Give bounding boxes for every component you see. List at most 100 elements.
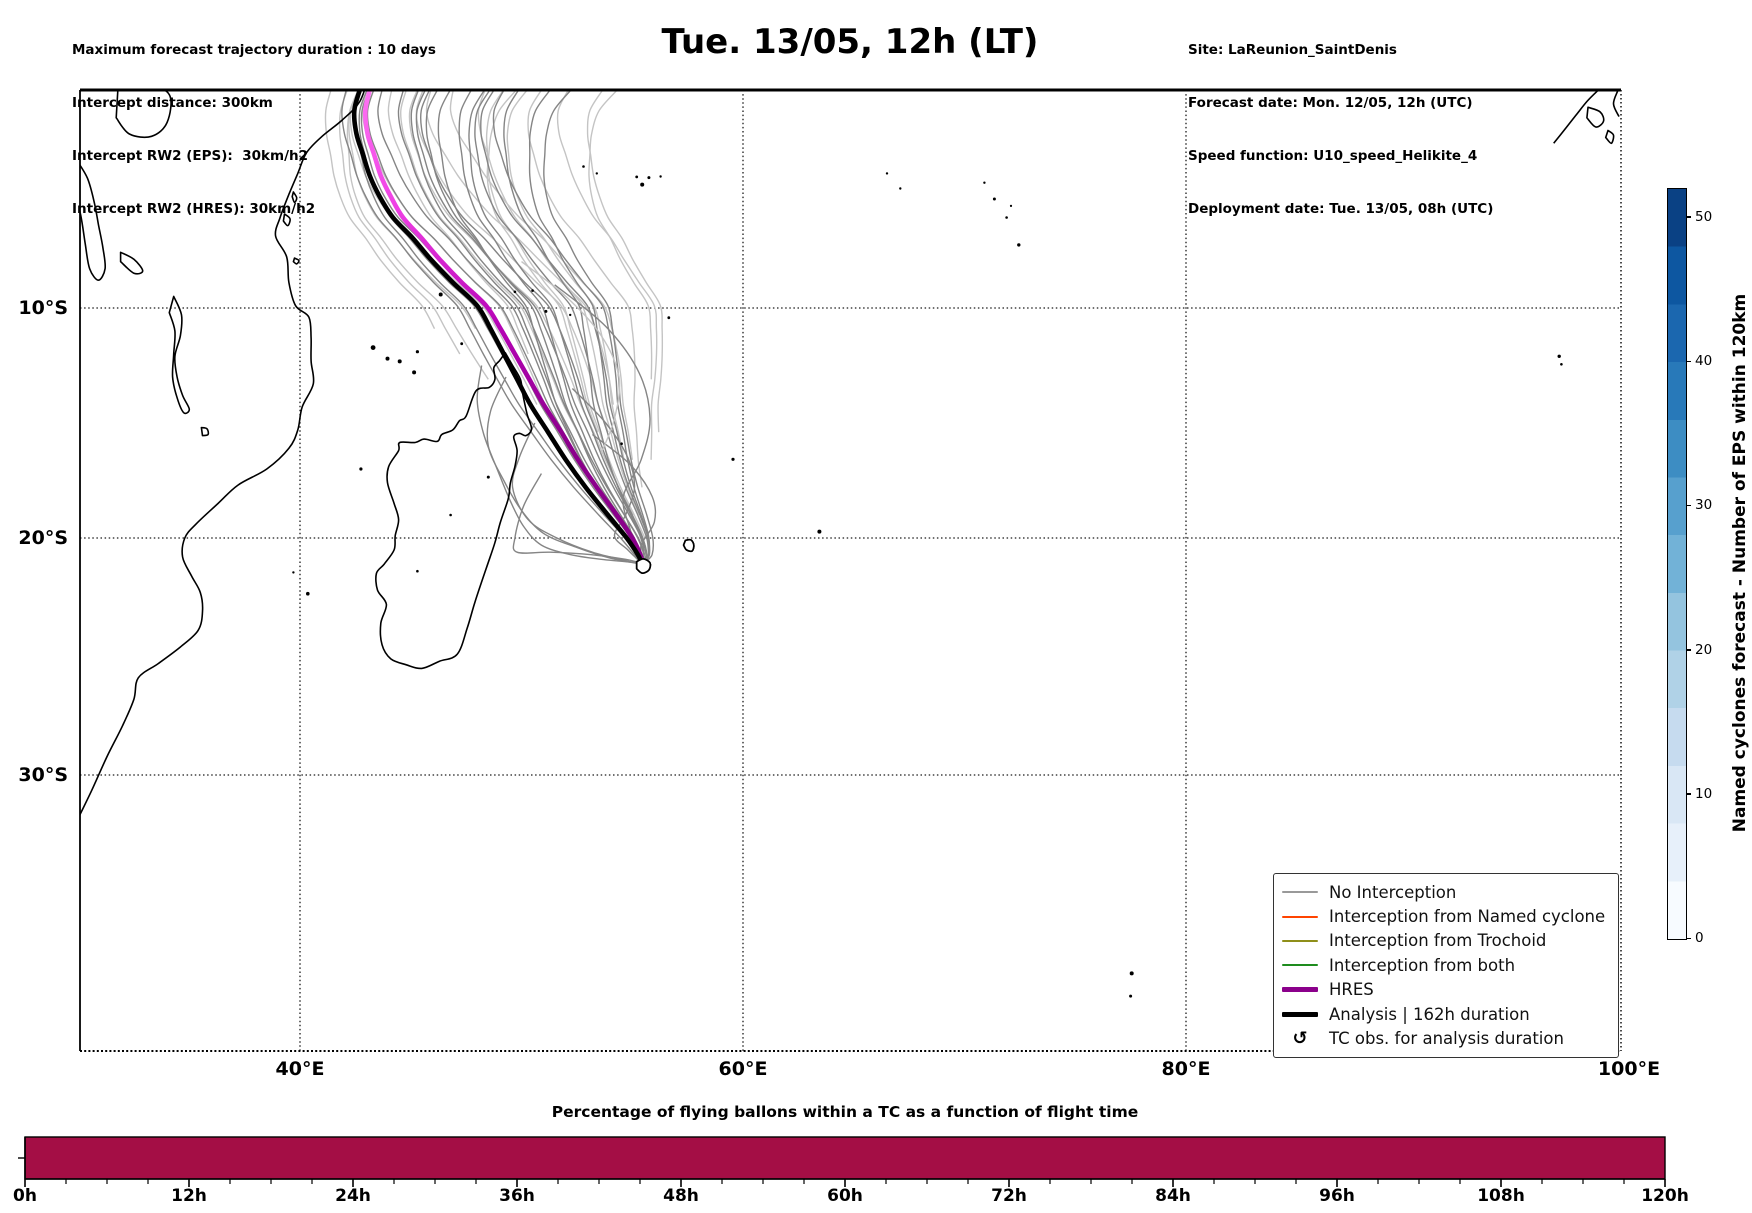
ensemble-member-light [588,90,653,380]
ensemble-member-light [346,90,489,380]
colorbar-tick [1686,793,1691,795]
ensemble-member-light [387,90,529,355]
ensemble-member-dark [503,90,645,562]
island-dot [635,175,639,179]
lat-tick-label: 20°S [18,527,68,549]
island-dot [412,370,417,375]
island-dot [620,442,623,446]
legend-line-swatch [1280,939,1320,942]
island-dot [640,182,645,187]
hour-tick-label: 48h [663,1186,699,1206]
coastline [1612,90,1620,117]
ensemble-member-dark [476,365,641,564]
island-dot [1005,216,1008,219]
legend-label: Interception from Trochoid [1329,931,1547,951]
colorbar-tick [1686,216,1691,218]
analysis-trajectory [351,90,644,566]
ensemble-member-light [449,90,633,460]
forecast-settings-block: Maximum forecast trajectory duration : 1… [72,7,436,253]
legend-label: Interception from both [1329,955,1516,975]
ensemble-member-light [349,90,538,405]
outline-pemba [291,191,298,204]
legend-item: ↺ TC obs. for analysis duration [1280,1026,1610,1050]
ensemble-member-dark [480,90,650,564]
ensemble-member-light [486,90,599,433]
island-dot [397,359,402,364]
legend-label: HRES [1329,980,1374,1000]
colorbar-tick [1686,504,1691,507]
hour-tick-label: 12h [171,1186,207,1206]
ensemble-member-dark [410,90,646,555]
colorbar-tick [1686,360,1691,363]
island-dot [486,475,490,479]
island-dot [731,457,735,461]
coastline [1553,90,1599,144]
ensemble-member-dark [415,90,647,564]
lon-tick-label: 40°E [275,1058,325,1080]
page-title: Tue. 13/05, 12h (LT) [661,22,1039,62]
colorbar [1667,188,1687,940]
legend-line [1282,915,1318,918]
ensemble-member-light [338,90,461,355]
hour-tick-label: 60h [827,1186,863,1206]
site-line: Site: LaReunion_SaintDenis [1188,42,1397,59]
island-dot [1129,971,1134,976]
outline-lake-rukwa [119,251,144,275]
outline-nias [1604,129,1615,145]
legend-line [1282,1011,1318,1017]
colorbar-tick-label: 40 [1695,353,1713,370]
ensemble-member-dark [571,388,642,564]
hour-tick-label: 120h [1641,1186,1689,1206]
legend-label: Interception from Named cyclone [1329,907,1606,927]
forecast-date-line: Forecast date: Mon. 12/05, 12h (UTC) [1188,94,1473,111]
legend-item: HRES [1280,978,1610,1002]
hour-tick-label: 36h [499,1186,535,1206]
lon-tick-label: 80°E [1161,1058,1211,1080]
colorbar-tick-label: 50 [1695,208,1713,225]
ensemble-member-light [527,90,643,488]
island-dot [582,165,585,168]
hour-tick-label: 0h [13,1186,37,1206]
hour-tick-label: 96h [1319,1186,1355,1206]
legend-line-swatch [1280,1011,1320,1017]
island-dot [513,290,517,294]
island-dot [899,187,902,190]
ensemble-member-light [506,90,625,460]
outline-mafia [292,257,300,265]
legend-line [1282,964,1318,967]
legend-line [1282,987,1318,993]
coastline [80,90,366,816]
outline-lake-malawi [168,295,191,415]
lat-tick-label: 30°S [18,764,68,786]
hour-tick-label: 24h [335,1186,371,1206]
intercept-rw2-hres-line: Intercept RW2 (HRES): 30km/h2 [72,200,316,217]
site-info-block: Site: LaReunion_SaintDenis Forecast date… [1188,7,1493,253]
outline-lake-tanganyika [80,163,107,281]
island-dot [385,356,390,361]
island-dot [1017,243,1021,247]
legend-item: Interception from both [1280,953,1610,977]
ensemble-member-light [425,90,614,405]
island-dot [647,176,651,180]
legend-line-swatch [1280,987,1320,993]
ensemble-member-light [521,261,621,454]
intercept-rw2-eps-line: Intercept RW2 (EPS): 30km/h2 [72,147,308,164]
island-mauritius [682,538,695,553]
colorbar-tick-label: 0 [1695,930,1704,946]
bottom-chart-title: Percentage of flying ballons within a TC… [551,1103,1139,1121]
island-dot [449,513,452,517]
tc-obs-icon: ↺ [1280,1029,1320,1048]
island-dot [1129,994,1133,998]
legend-label: No Interception [1329,882,1457,902]
island-dot [983,181,986,184]
ensemble-member-dark [341,90,643,564]
ensemble-member-dark [353,90,644,564]
island-dot [1560,363,1563,366]
island-dot [595,172,598,175]
legend-item: No Interception [1280,880,1610,904]
island-dot [569,313,572,317]
max-duration-line: Maximum forecast trajectory duration : 1… [72,42,436,59]
island-dot [415,350,419,354]
ensemble-member-dark [511,422,642,565]
